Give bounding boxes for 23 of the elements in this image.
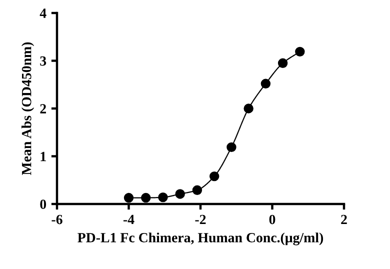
x-tick-label: -4 bbox=[123, 214, 134, 224]
x-tick-label: 0 bbox=[269, 214, 276, 224]
y-tick-label: 1 bbox=[40, 152, 46, 162]
y-tick-label: 2 bbox=[40, 104, 46, 114]
point bbox=[244, 104, 254, 114]
x-axis-title: PD-L1 Fc Chimera, Human Conc.(μg/ml) bbox=[78, 232, 324, 246]
point bbox=[124, 192, 134, 203]
y-tick-label: 0 bbox=[40, 200, 46, 209]
point bbox=[175, 189, 185, 199]
point bbox=[260, 78, 271, 89]
point bbox=[278, 58, 288, 68]
y-axis-title: Mean Abs (OD450nm) bbox=[21, 42, 34, 176]
point bbox=[158, 192, 168, 202]
x-tick-label: 2 bbox=[341, 214, 347, 224]
point bbox=[141, 192, 151, 203]
y-tick-label: 4 bbox=[40, 8, 46, 18]
point bbox=[192, 185, 202, 196]
point bbox=[295, 46, 305, 57]
point bbox=[209, 171, 220, 182]
x-tick-label: -6 bbox=[52, 214, 62, 224]
point bbox=[226, 142, 236, 152]
y-tick-label: 3 bbox=[40, 56, 46, 66]
x-tick-label: -2 bbox=[195, 214, 206, 224]
